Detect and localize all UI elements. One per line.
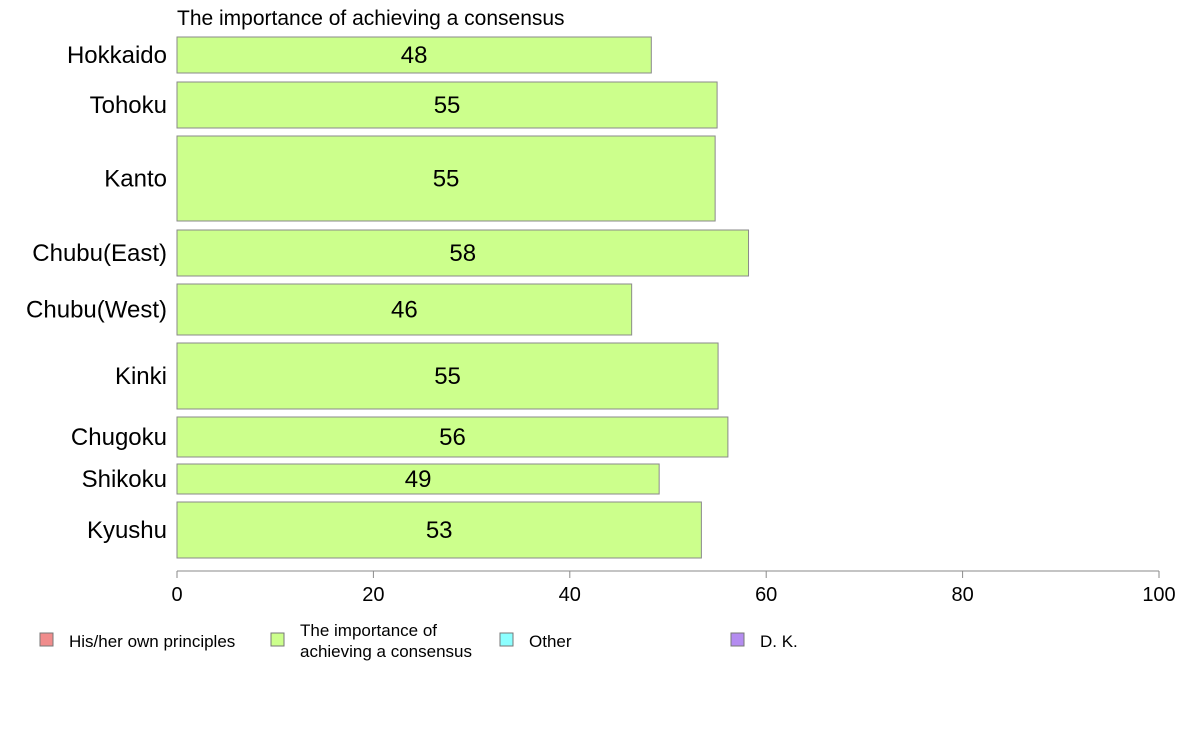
x-tick-label-20: 20 xyxy=(362,584,384,606)
bar-chubu-west xyxy=(176,283,633,336)
value-label-kanto: 55 xyxy=(433,166,460,193)
category-label-shikoku: Shikoku xyxy=(82,466,167,493)
x-tick-label-60: 60 xyxy=(755,584,777,606)
category-label-tohoku: Tohoku xyxy=(90,92,167,119)
category-label-chugoku: Chugoku xyxy=(71,424,167,451)
bar-kinki xyxy=(176,342,719,410)
legend-swatch-d-k xyxy=(730,632,745,647)
chart-title: The importance of achieving a consensus xyxy=(177,7,565,30)
value-label-kinki: 55 xyxy=(434,363,461,390)
category-label-chubu-east: Chubu(East) xyxy=(32,240,167,267)
value-label-tohoku: 55 xyxy=(434,92,461,119)
value-label-chubu-east: 58 xyxy=(449,240,476,267)
legend-label-other: Other xyxy=(529,632,572,651)
legend-label-d-k: D. K. xyxy=(760,632,798,651)
legend-label-the-importance-of-achieving-a-consensus: The importance of achieving a consensus xyxy=(300,621,472,661)
value-label-hokkaido: 48 xyxy=(401,42,428,69)
bar-chugoku xyxy=(176,416,729,458)
bars-group: Hokkaido 48 Tohoku 55 Kanto 55 Chubu(East) 58 Ch… xyxy=(26,36,750,559)
legend-swatch-his-her-own-principles xyxy=(39,632,54,647)
category-label-kanto: Kanto xyxy=(104,166,167,193)
legend-swatch-other xyxy=(499,632,514,647)
x-tick-label-80: 80 xyxy=(951,584,973,606)
legend-swatch-the-importance-of-achieving-a-consensus xyxy=(270,632,285,647)
category-label-kyushu: Kyushu xyxy=(87,517,167,544)
category-label-kinki: Kinki xyxy=(115,363,167,390)
category-label-hokkaido: Hokkaido xyxy=(67,42,167,69)
legend: His/her own principles The importance of a… xyxy=(39,621,798,661)
bar-kanto xyxy=(176,135,716,222)
bar-chubu-east xyxy=(176,229,750,277)
bar-kyushu xyxy=(176,501,702,559)
x-tick-label-0: 0 xyxy=(171,584,182,606)
bar-tohoku xyxy=(176,81,718,129)
bar-hokkaido xyxy=(176,36,652,74)
value-label-chugoku: 56 xyxy=(439,424,466,451)
category-label-chubu-west: Chubu(West) xyxy=(26,297,167,324)
value-label-kyushu: 53 xyxy=(426,517,453,544)
value-label-chubu-west: 46 xyxy=(391,297,418,324)
x-tick-label-100: 100 xyxy=(1142,584,1175,606)
x-tick-label-40: 40 xyxy=(559,584,581,606)
value-label-shikoku: 49 xyxy=(405,466,432,493)
bar-shikoku xyxy=(176,463,660,495)
x-axis: 0 20 40 60 80 100 xyxy=(171,570,1176,606)
legend-label-his-her-own-principles: His/her own principles xyxy=(69,632,235,651)
